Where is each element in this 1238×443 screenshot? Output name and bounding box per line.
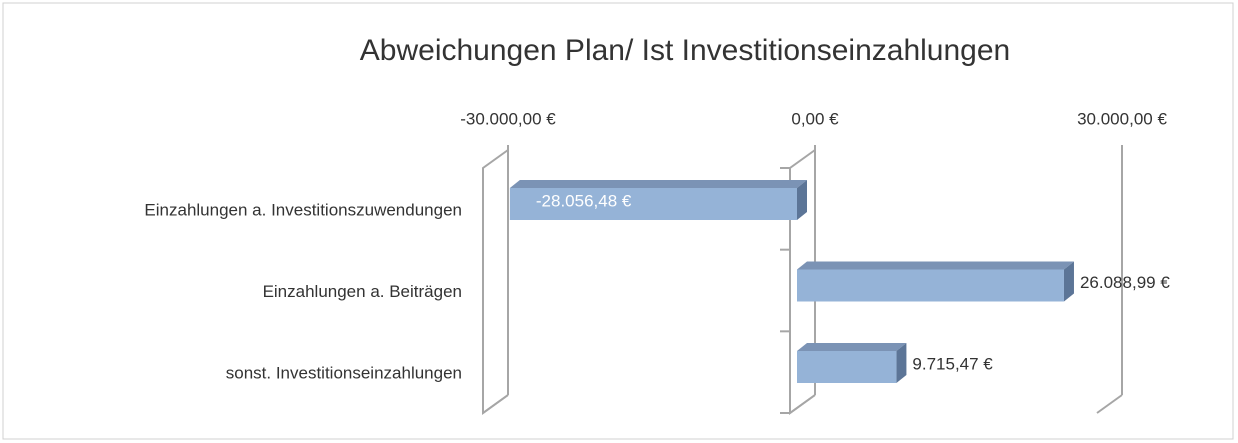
bar-side [1063, 261, 1074, 302]
y-tick-label: Einzahlungen a. Beiträgen [263, 282, 462, 301]
floor-line [789, 394, 816, 414]
bar-top [509, 180, 807, 188]
data-label: 26.088,99 € [1080, 273, 1170, 292]
x-tick-label: -30.000,00 € [460, 109, 556, 128]
bar [797, 269, 1064, 302]
chart-title: Abweichungen Plan/ Ist Investitionseinza… [360, 34, 1010, 67]
bar [797, 351, 897, 383]
bar-top [797, 343, 907, 351]
x-tick-label: 0,00 € [791, 109, 839, 128]
data-label: -28.056,48 € [536, 191, 632, 210]
bar [509, 188, 797, 220]
data-label: 9.715,47 € [912, 354, 993, 373]
x-tick-label: 30.000,00 € [1077, 109, 1167, 128]
y-tick-label: Einzahlungen a. Investitionszuwendungen [144, 200, 462, 219]
floor-line [1096, 394, 1123, 414]
bar-side [797, 180, 807, 220]
bar-side [896, 343, 907, 383]
floor-line [482, 394, 509, 414]
y-tick-label: sonst. Investitionseinzahlungen [226, 363, 462, 382]
bar-top [797, 261, 1074, 270]
